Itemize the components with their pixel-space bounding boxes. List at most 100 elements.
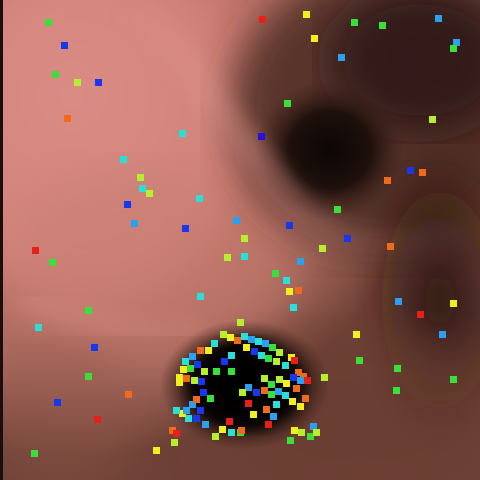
feature-point xyxy=(251,348,258,355)
feature-point xyxy=(61,42,68,49)
feature-point xyxy=(283,380,290,387)
feature-point xyxy=(268,381,275,388)
feature-point xyxy=(245,384,252,391)
feature-point xyxy=(293,385,300,392)
feature-point xyxy=(253,389,260,396)
feature-point xyxy=(275,388,282,395)
feature-point xyxy=(241,253,248,260)
feature-point xyxy=(282,392,289,399)
feature-point xyxy=(197,293,204,300)
feature-point xyxy=(224,254,231,261)
feature-point xyxy=(417,311,424,318)
feature-point xyxy=(191,377,198,384)
feature-point xyxy=(201,368,208,375)
feature-point xyxy=(52,71,59,78)
feature-point xyxy=(295,369,302,376)
feature-point xyxy=(283,277,290,284)
feature-point xyxy=(276,376,283,383)
feature-point xyxy=(272,270,279,277)
feature-point xyxy=(250,411,257,418)
feature-point xyxy=(297,258,304,265)
feature-point xyxy=(310,423,317,430)
feature-point xyxy=(207,395,214,402)
feature-point xyxy=(91,344,98,351)
feature-point xyxy=(182,225,189,232)
feature-point xyxy=(303,11,310,18)
feature-point xyxy=(356,357,363,364)
feature-point xyxy=(49,259,56,266)
feature-point xyxy=(241,333,248,340)
feature-point xyxy=(379,22,386,29)
feature-point xyxy=(429,116,436,123)
feature-point xyxy=(297,377,304,384)
feature-point xyxy=(228,368,235,375)
feature-point xyxy=(196,195,203,202)
feature-point xyxy=(137,174,144,181)
feature-point xyxy=(295,287,302,294)
feature-point xyxy=(282,362,289,369)
feature-point xyxy=(171,439,178,446)
feature-point xyxy=(193,396,200,403)
feature-point xyxy=(176,379,183,386)
feature-point xyxy=(220,331,227,338)
feature-point xyxy=(64,115,71,122)
feature-point xyxy=(395,298,402,305)
feature-point xyxy=(270,413,277,420)
feature-point xyxy=(344,235,351,242)
feature-point xyxy=(290,304,297,311)
feature-point xyxy=(407,167,414,174)
feature-point xyxy=(94,416,101,423)
feature-point xyxy=(268,391,275,398)
feature-point xyxy=(183,375,190,382)
feature-point xyxy=(261,387,268,394)
feature-point xyxy=(259,16,266,23)
feature-point xyxy=(212,433,219,440)
feature-point xyxy=(286,288,293,295)
feature-point xyxy=(180,366,187,373)
feature-point xyxy=(338,54,345,61)
feature-point xyxy=(197,347,204,354)
feature-point xyxy=(351,19,358,26)
feature-point xyxy=(298,429,305,436)
feature-point xyxy=(198,378,205,385)
feature-point xyxy=(238,427,245,434)
feature-point xyxy=(384,177,391,184)
feature-point xyxy=(255,338,262,345)
feature-point xyxy=(74,79,81,86)
feature-point xyxy=(302,395,309,402)
feature-point xyxy=(153,447,160,454)
feature-point xyxy=(300,373,307,380)
feature-point xyxy=(258,133,265,140)
feature-point xyxy=(287,437,294,444)
feature-point xyxy=(291,357,298,364)
feature-point xyxy=(435,15,442,22)
feature-point xyxy=(54,399,61,406)
feature-point xyxy=(32,247,39,254)
feature-point xyxy=(228,352,235,359)
feature-point xyxy=(169,427,176,434)
feature-point xyxy=(228,429,235,436)
feature-point xyxy=(319,245,326,252)
feature-point xyxy=(173,407,180,414)
feature-point xyxy=(239,389,246,396)
feature-point xyxy=(439,331,446,338)
feature-point xyxy=(221,358,228,365)
feature-point xyxy=(95,79,102,86)
feature-point xyxy=(176,374,183,381)
feature-point xyxy=(263,406,270,413)
feature-point xyxy=(179,130,186,137)
feature-point xyxy=(146,190,153,197)
feature-point xyxy=(321,374,328,381)
feature-point xyxy=(85,373,92,380)
feature-point xyxy=(248,336,255,343)
feature-point xyxy=(125,391,132,398)
feature-point xyxy=(258,352,265,359)
feature-point xyxy=(219,426,226,433)
feature-point xyxy=(179,410,186,417)
feature-point xyxy=(453,39,460,46)
feature-point xyxy=(45,19,52,26)
feature-point xyxy=(187,365,194,372)
feature-point xyxy=(124,201,131,208)
feature-point xyxy=(243,344,250,351)
feature-point xyxy=(35,324,42,331)
